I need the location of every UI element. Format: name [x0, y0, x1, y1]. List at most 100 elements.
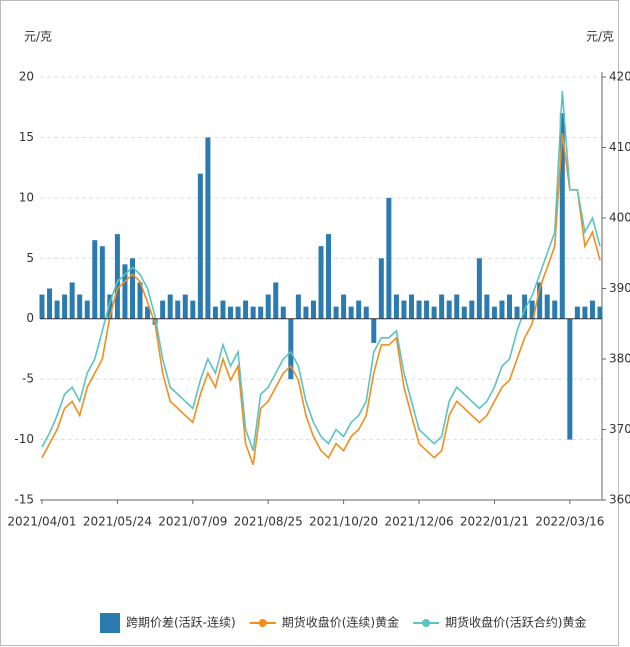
bar — [544, 294, 550, 319]
bar — [529, 300, 535, 319]
bar — [114, 234, 120, 319]
y-tick-label: 5 — [26, 251, 34, 265]
bar — [288, 318, 294, 380]
bar — [582, 306, 588, 319]
bar — [393, 294, 399, 319]
bar — [574, 306, 580, 319]
bar — [356, 300, 362, 319]
bar — [167, 294, 173, 319]
bar — [446, 300, 452, 319]
bar — [416, 300, 422, 319]
bar — [499, 300, 505, 319]
bar — [476, 258, 482, 319]
bar — [190, 300, 196, 319]
bar — [99, 246, 105, 319]
bar — [454, 294, 460, 319]
y2-tick-label: 420 — [609, 70, 630, 84]
bar — [212, 306, 218, 319]
y-tick-label: 10 — [19, 190, 34, 204]
bar — [129, 258, 135, 319]
y-tick-label: -5 — [22, 372, 34, 386]
y2-tick-label: 400 — [609, 211, 630, 225]
y-tick-label: -10 — [14, 432, 34, 446]
bar — [552, 300, 558, 319]
bar — [250, 306, 256, 319]
bar — [424, 300, 430, 319]
y2-tick-label: 360 — [609, 493, 630, 507]
bar — [295, 294, 301, 319]
bar — [145, 306, 151, 319]
bar — [107, 294, 113, 319]
y2-axis-label: 元/克 — [586, 30, 614, 44]
bar — [439, 294, 445, 319]
bar — [39, 294, 45, 319]
bar — [363, 306, 369, 319]
bar — [537, 282, 543, 319]
bar — [567, 318, 573, 440]
bar — [348, 306, 354, 319]
bar — [265, 294, 271, 319]
legend-label: 跨期价差(活跃-连续) — [126, 615, 236, 630]
bar — [408, 294, 414, 319]
legend-swatch — [422, 619, 431, 627]
bar — [318, 246, 324, 319]
legend-label: 期货收盘价(活跃合约)黄金 — [445, 615, 586, 630]
bar — [507, 294, 513, 319]
x-tick-label: 2021/10/20 — [309, 515, 378, 529]
y-tick-label: 15 — [19, 130, 34, 144]
y2-tick-label: 410 — [609, 140, 630, 154]
bar — [160, 300, 166, 319]
bar — [341, 294, 347, 319]
bar — [182, 294, 188, 319]
bar — [77, 294, 83, 319]
bar — [175, 300, 181, 319]
y2-tick-label: 370 — [609, 422, 630, 436]
bar — [386, 197, 392, 319]
bar — [522, 294, 528, 319]
bar — [220, 300, 226, 319]
bar — [461, 306, 467, 319]
bar — [597, 306, 603, 319]
line — [41, 133, 601, 466]
line — [41, 91, 601, 451]
y-axis-label: 元/克 — [24, 30, 52, 44]
bar — [559, 113, 565, 319]
x-tick-label: 2021/04/01 — [7, 515, 76, 529]
x-tick-label: 2021/12/06 — [384, 515, 453, 529]
bar — [469, 300, 475, 319]
legend-label: 期货收盘价(连续)黄金 — [282, 615, 399, 630]
bar — [280, 306, 286, 319]
bar — [137, 282, 143, 319]
bar — [84, 300, 90, 319]
x-tick-label: 2022/03/16 — [535, 515, 604, 529]
bar — [62, 294, 68, 319]
bar — [205, 137, 211, 319]
bar — [303, 306, 309, 319]
bar — [378, 258, 384, 319]
bar — [589, 300, 595, 319]
y-tick-label: -15 — [14, 493, 34, 507]
x-tick-label: 2021/07/09 — [158, 515, 227, 529]
bar — [47, 288, 53, 319]
bar — [484, 294, 490, 319]
bar — [273, 282, 279, 319]
bar — [371, 318, 377, 343]
y-tick-label: 0 — [26, 311, 34, 325]
bar — [326, 234, 332, 319]
bar — [197, 173, 203, 319]
y2-tick-label: 390 — [609, 281, 630, 295]
bar — [258, 306, 264, 319]
bar — [92, 240, 98, 319]
bar — [514, 306, 520, 319]
legend-swatch — [258, 619, 267, 627]
bar — [491, 306, 497, 319]
bar — [333, 306, 339, 319]
legend-swatch — [100, 613, 120, 633]
bar — [54, 300, 60, 319]
x-tick-label: 2021/05/24 — [83, 515, 152, 529]
y-tick-label: 20 — [19, 70, 34, 84]
bar — [122, 264, 128, 319]
